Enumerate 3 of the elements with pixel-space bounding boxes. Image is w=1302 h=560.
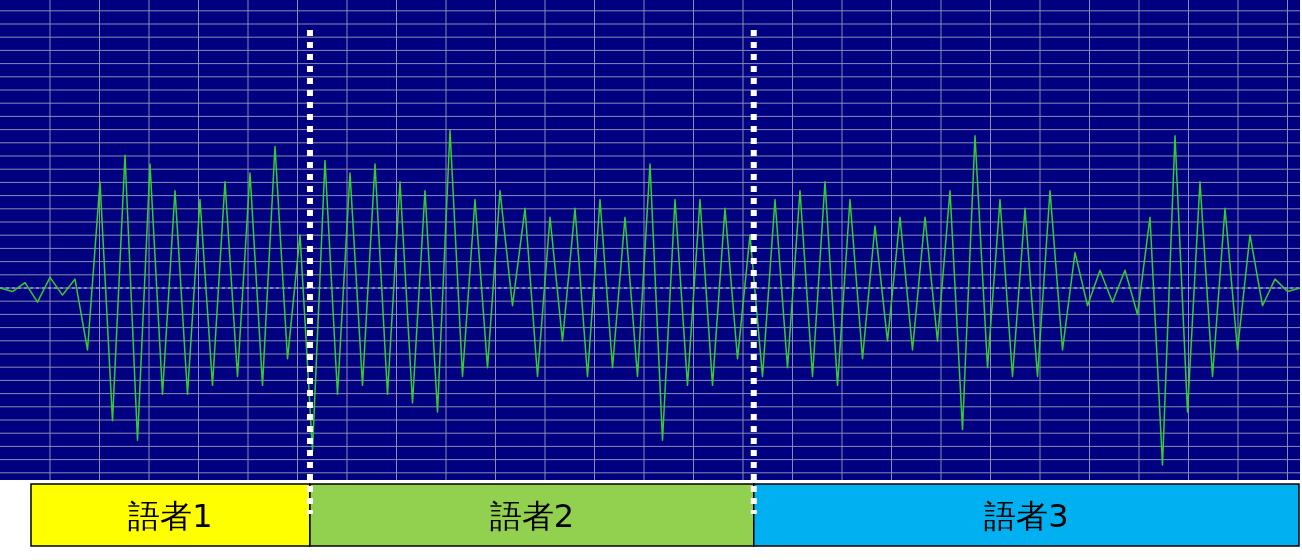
series-label: 語者1 [128,497,213,535]
series-label: 語者2 [489,497,575,535]
series-label: 語者3 [984,497,1069,535]
